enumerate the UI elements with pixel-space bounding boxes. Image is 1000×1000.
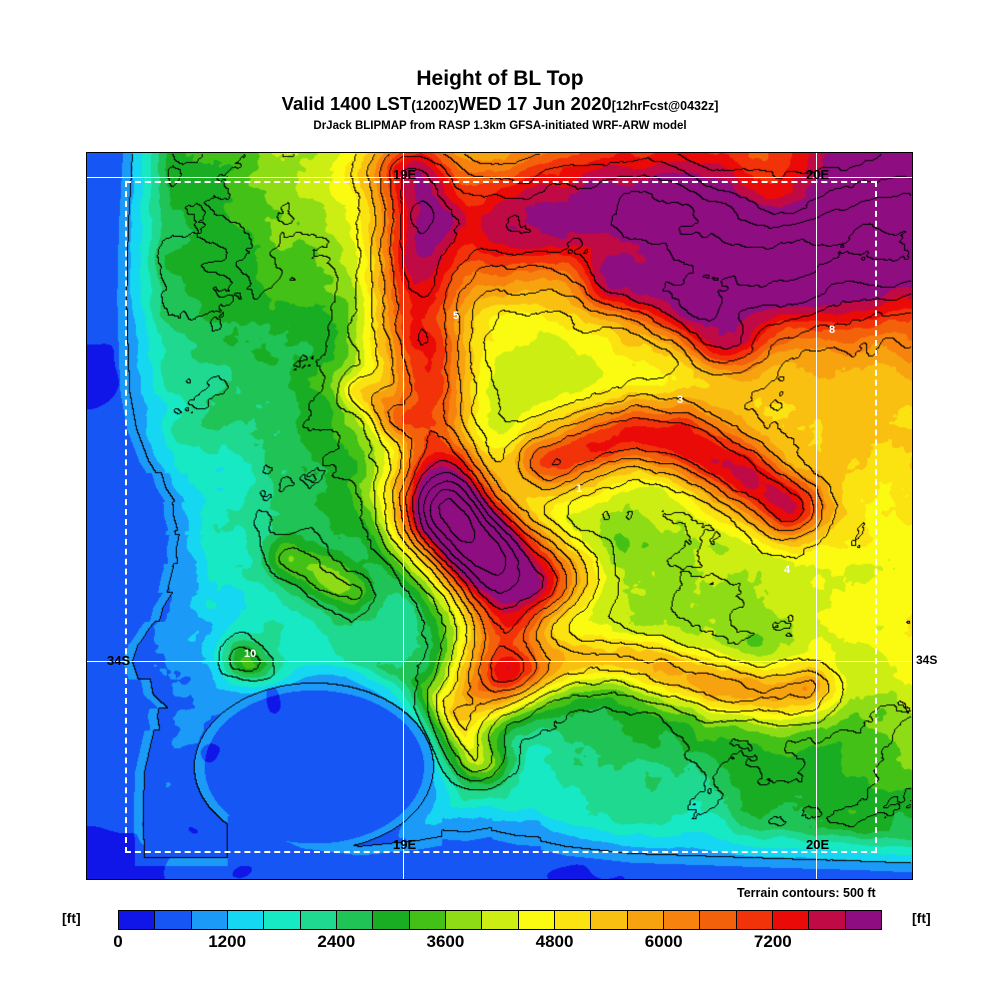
- terrain-contour-caption: Terrain contours: 500 ft: [735, 886, 878, 900]
- subtitle-date: WED 17 Jun 2020: [458, 93, 612, 114]
- colorbar-tick-1200: 1200: [208, 932, 247, 951]
- colorbar-tick-0: 0: [113, 932, 123, 951]
- colorbar-segment-0: [119, 911, 155, 929]
- colorbar-segment-20: [844, 911, 881, 929]
- forecast-map[interactable]: 19E 20E 19E 20E 34S 8 1 4 10 5 3: [86, 152, 913, 880]
- colorbar-tick-2400: 2400: [317, 932, 356, 951]
- colorbar-segment-17: [735, 911, 772, 929]
- title-block: Height of BL Top Valid 1400 LST(1200Z)WE…: [0, 0, 1000, 133]
- colorbar-segment-10: [481, 911, 518, 929]
- colorbar-segment-18: [771, 911, 809, 929]
- colorbar-tick-7200: 7200: [753, 932, 792, 951]
- colorbar-segment-3: [226, 911, 264, 929]
- colorbar-tick-6000: 6000: [644, 932, 683, 951]
- page-title: Height of BL Top: [416, 67, 584, 90]
- colorbar-segment-15: [662, 911, 700, 929]
- colorbar-segment-13: [590, 911, 627, 929]
- bl-top-heatmap-canvas: [87, 153, 912, 879]
- colorbar-segment-14: [626, 911, 663, 929]
- colorbar-segment-8: [408, 911, 445, 929]
- colorbar-legend: [ft] [ft] 0 1200 2400 3600 4800 6000 7200: [0, 906, 1000, 966]
- colorbar-segment-11: [517, 911, 554, 929]
- colorbar-unit-left: [ft]: [62, 910, 81, 926]
- colorbar-segment-6: [335, 911, 373, 929]
- colorbar-segment-9: [444, 911, 482, 929]
- subtitle-zulu-time: (1200Z): [411, 98, 459, 113]
- colorbar-segment-4: [263, 911, 300, 929]
- colorbar-gradient[interactable]: [118, 910, 882, 930]
- map-label-lat-right: 34S: [916, 653, 938, 667]
- colorbar-segment-16: [699, 911, 736, 929]
- colorbar-tick-3600: 3600: [426, 932, 465, 951]
- colorbar-segment-12: [553, 911, 591, 929]
- colorbar-segment-2: [190, 911, 227, 929]
- subtitle-valid-time: Valid 1400 LST: [281, 93, 412, 114]
- colorbar-segment-7: [372, 911, 409, 929]
- colorbar-segment-5: [299, 911, 336, 929]
- colorbar-segment-1: [154, 911, 191, 929]
- subtitle-forecast-tag: [12hrFcst@0432z]: [611, 99, 719, 113]
- colorbar-segment-19: [808, 911, 845, 929]
- model-source-line: DrJack BLIPMAP from RASP 1.3km GFSA-init…: [313, 120, 687, 132]
- subtitle: Valid 1400 LST(1200Z)WED 17 Jun 2020[12h…: [0, 93, 1000, 117]
- colorbar-tick-4800: 4800: [535, 932, 574, 951]
- colorbar-unit-right: [ft]: [912, 910, 931, 926]
